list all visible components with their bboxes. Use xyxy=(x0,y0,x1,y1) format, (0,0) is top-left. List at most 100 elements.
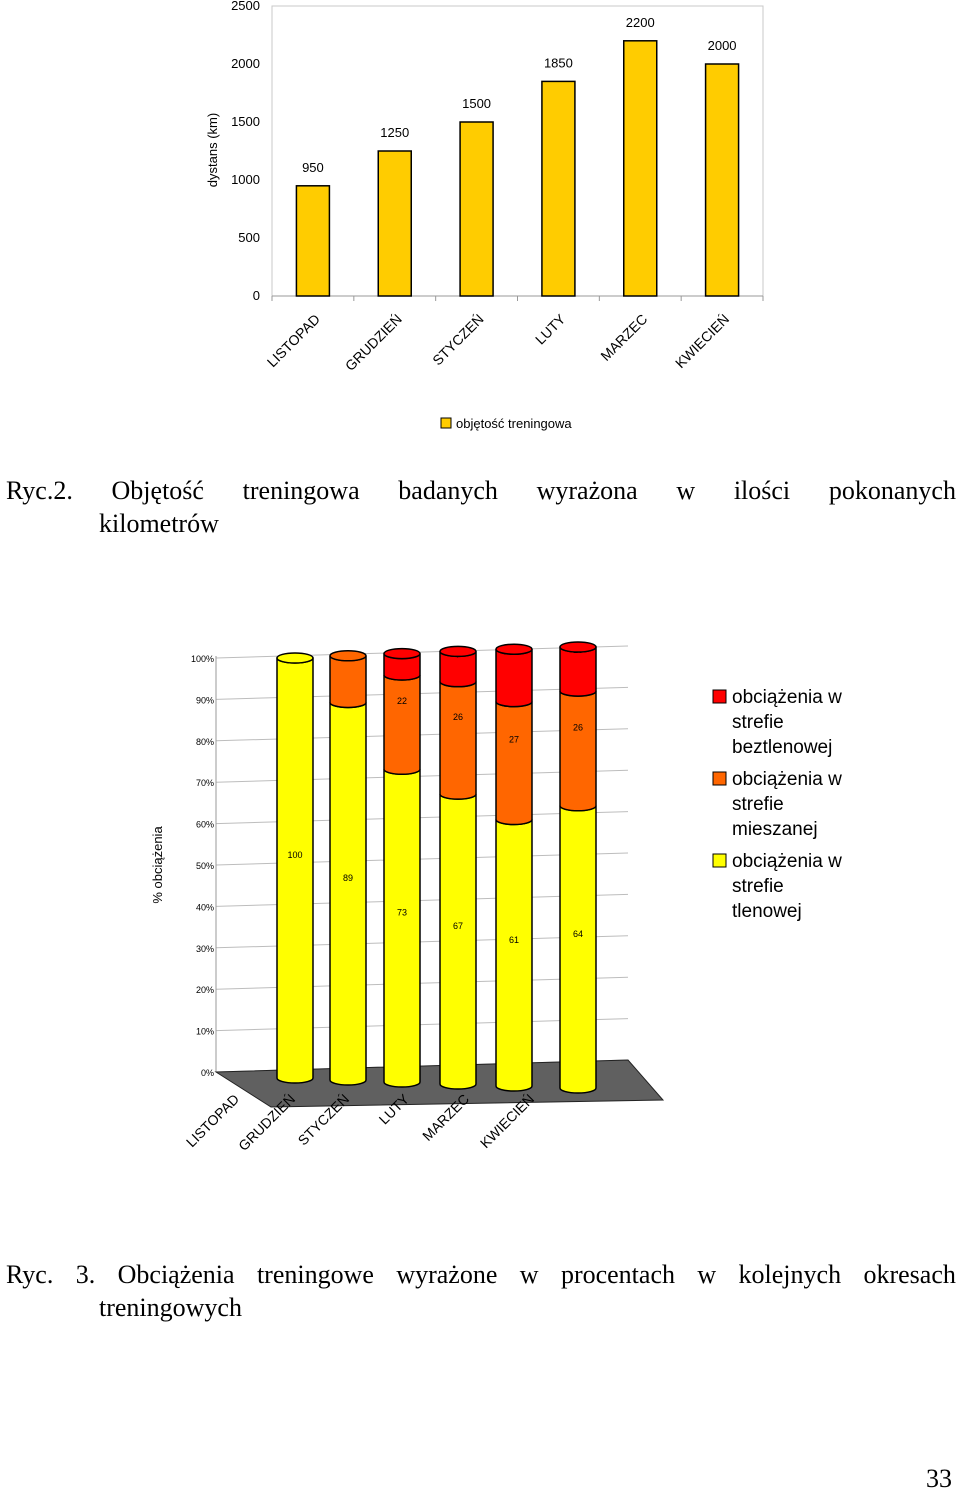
cylinder-segment xyxy=(495,819,533,1092)
caption-ryc-2-line2: kilometrów xyxy=(99,509,219,538)
y-tick-label: 30% xyxy=(196,944,214,954)
caption-ryc-2-word: w xyxy=(676,476,696,505)
x-tick-label: LISTOPAD xyxy=(264,311,323,370)
y-tick-label: 60% xyxy=(196,820,214,830)
legend-label: beztlenowej xyxy=(732,737,832,758)
x-tick-label: MARZEC xyxy=(597,311,650,364)
cylinder-segment xyxy=(559,690,597,812)
caption-ryc-3-word: Ryc. xyxy=(6,1260,54,1289)
data-label: 61 xyxy=(509,935,519,945)
cylinder-segment xyxy=(439,681,477,800)
caption-ryc-3-line2: treningowych xyxy=(99,1293,242,1322)
cylinder-segment xyxy=(329,702,367,1086)
y-tick-label: 2500 xyxy=(231,0,260,13)
plot-area xyxy=(271,5,764,297)
y-tick-label: 10% xyxy=(196,1027,214,1037)
caption-ryc-3-word: treningowe xyxy=(256,1260,374,1289)
legend-label: strefie xyxy=(732,712,784,733)
caption-ryc-3-word: Obciążenia xyxy=(117,1260,235,1289)
y-tick-label: 0 xyxy=(253,288,260,303)
y-tick-label: 500 xyxy=(238,230,260,245)
caption-ryc-2-word: badanych xyxy=(398,476,498,505)
data-label: 22 xyxy=(397,696,407,706)
y-tick-label: 1500 xyxy=(231,114,260,129)
cylinder-top xyxy=(495,643,533,655)
y-tick-label: 40% xyxy=(196,902,214,912)
caption-ryc-3-word: wyrażone xyxy=(396,1260,498,1289)
chart-objetosc-treningowa: 0 500 1000 1500 2000 2500 dystans (km) 950 LISTO… xyxy=(205,0,764,431)
chart-obciazenia-treningowe: 0% 10% 20% 30% 40% 50% 60% 70% 80% 90% 100% % obcią… xyxy=(150,641,842,1154)
y-tick-label: 70% xyxy=(196,778,214,788)
legend-swatch xyxy=(712,853,727,868)
y-tick-label: 2000 xyxy=(231,56,260,71)
x-tick-label: KWIECIEŃ xyxy=(672,311,732,371)
caption-ryc-2: Ryc.2. Objętość treningowa badanych wyrażona… xyxy=(6,474,956,540)
caption-ryc-3: Ryc. 3. Obciążenia treningowe wyrażone w proce… xyxy=(6,1258,956,1324)
legend-label: tlenowej xyxy=(732,901,802,922)
x-tick-label: GRUDZIEŃ xyxy=(342,311,405,374)
bar xyxy=(623,40,658,297)
bar xyxy=(377,150,412,297)
data-label: 1500 xyxy=(462,96,491,111)
caption-ryc-3-word: w xyxy=(697,1260,717,1289)
bar xyxy=(459,121,494,297)
legend-label: obciążenia w xyxy=(732,769,842,790)
bar xyxy=(541,80,576,297)
caption-ryc-3-word: 3. xyxy=(75,1260,96,1289)
legend-label: strefie xyxy=(732,794,784,815)
caption-ryc-3-word: kolejnych xyxy=(738,1260,842,1289)
data-label: 1850 xyxy=(544,55,573,70)
data-label: 1250 xyxy=(380,125,409,140)
legend-label: objętość treningowa xyxy=(456,416,572,431)
caption-ryc-2-word: Objętość xyxy=(111,476,204,505)
caption-ryc-3-line1: Ryc. 3. Obciążenia treningowe wyrażone w proce… xyxy=(6,1258,956,1291)
caption-ryc-3-word: w xyxy=(519,1260,539,1289)
cylinder-segment xyxy=(329,655,367,709)
y-tick-label: 0% xyxy=(201,1068,214,1078)
cylinder-top xyxy=(383,647,421,660)
cylinder-segment xyxy=(559,805,597,1094)
cylinder-segment xyxy=(495,648,533,708)
cylinder-segment xyxy=(495,701,533,826)
legend-label: mieszanej xyxy=(732,819,818,840)
caption-ryc-3-word: okresach xyxy=(863,1260,956,1289)
y-axis-title: dystans (km) xyxy=(205,113,220,187)
caption-ryc-3-word: procentach xyxy=(560,1260,675,1289)
y-tick-label: 50% xyxy=(196,861,214,871)
legend-label: obciążenia w xyxy=(732,687,842,708)
legend-swatch xyxy=(440,417,452,429)
cylinder-top xyxy=(439,645,477,658)
data-label: 89 xyxy=(343,873,353,883)
cylinder-segment xyxy=(276,657,314,1084)
x-tick-label: LUTY xyxy=(532,310,569,347)
data-label: 27 xyxy=(509,735,519,745)
y-axis-title: % obciążenia xyxy=(150,826,165,904)
caption-ryc-2-word: Ryc.2. xyxy=(6,476,73,505)
caption-ryc-2-line1: Ryc.2. Objętość treningowa badanych wyrażona… xyxy=(6,474,956,507)
cylinder-top xyxy=(559,641,597,653)
data-label: 100 xyxy=(287,850,302,860)
cylinder-top xyxy=(276,652,314,664)
legend-label: strefie xyxy=(732,876,784,897)
legend-label: obciążenia w xyxy=(732,851,842,872)
data-label: 67 xyxy=(453,921,463,931)
y-tick-label: 1000 xyxy=(231,172,260,187)
legend-swatch xyxy=(712,771,727,786)
data-label: 64 xyxy=(573,929,583,939)
data-label: 2000 xyxy=(708,38,737,53)
y-tick-label: 20% xyxy=(196,985,214,995)
bar xyxy=(704,63,740,297)
caption-ryc-2-word: pokonanych xyxy=(828,476,956,505)
x-tick-label: STYCZEŃ xyxy=(429,311,487,369)
caption-ryc-2-word: treningowa xyxy=(242,476,360,505)
data-label: 950 xyxy=(302,160,324,175)
cylinder-segment xyxy=(383,674,421,776)
y-tick-label: 90% xyxy=(196,695,214,705)
cylinder-segment xyxy=(383,769,421,1088)
y-tick-label: 100% xyxy=(191,654,214,664)
data-label: 73 xyxy=(397,908,407,918)
caption-ryc-2-word: wyrażona xyxy=(536,476,638,505)
data-label: 2200 xyxy=(626,15,655,30)
caption-ryc-2-word: ilości xyxy=(733,476,791,505)
x-tick-label: LISTOPAD xyxy=(183,1091,242,1150)
